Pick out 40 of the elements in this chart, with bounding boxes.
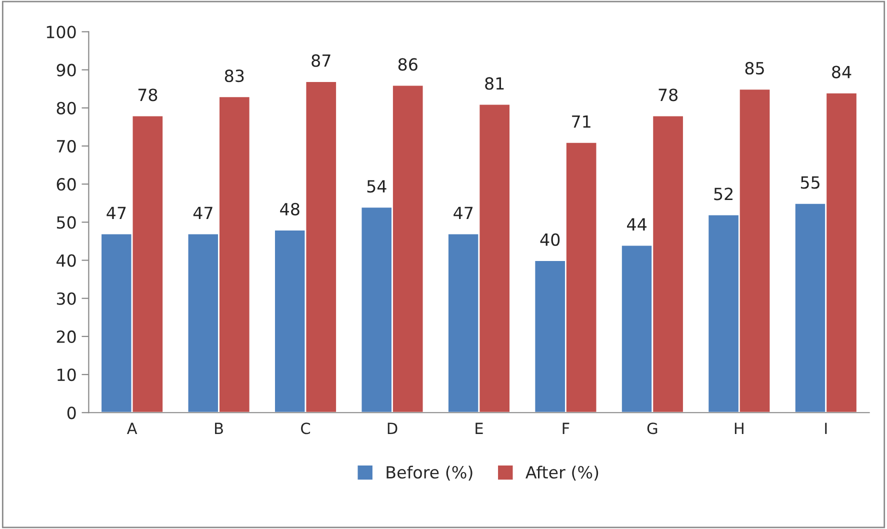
y-tick-label: 20 xyxy=(56,330,76,344)
data-label: 54 xyxy=(367,180,386,193)
y-tick-label: 10 xyxy=(58,368,76,382)
x-tick-label: I xyxy=(825,422,827,434)
data-label: 52 xyxy=(714,188,732,200)
data-label: 47 xyxy=(193,206,212,220)
x-tick-label: A xyxy=(126,422,138,434)
y-tick-label: 0 xyxy=(67,406,76,420)
data-label: 40 xyxy=(540,233,560,246)
data-label: 78 xyxy=(658,88,678,102)
y-tick-label: 50 xyxy=(56,216,76,229)
x-tick-label: C xyxy=(301,422,310,434)
x-tick-label: G xyxy=(647,422,658,434)
data-label: 47 xyxy=(106,206,126,220)
data-label: 81 xyxy=(485,77,504,90)
data-label: 55 xyxy=(800,176,820,189)
y-tick-label: 90 xyxy=(56,64,76,76)
legend-label: After (%) xyxy=(526,466,598,481)
y-tick-label: 60 xyxy=(56,178,76,191)
data-label: 87 xyxy=(312,54,330,67)
legend-label: Before (%) xyxy=(386,466,472,481)
x-tick-label: E xyxy=(476,422,483,434)
data-label: 78 xyxy=(138,88,158,102)
x-tick-label: B xyxy=(215,422,223,434)
data-label: 71 xyxy=(572,115,590,128)
data-label: 85 xyxy=(745,62,764,75)
x-tick-label: F xyxy=(562,422,570,434)
data-label: 84 xyxy=(832,66,852,78)
data-label: 47 xyxy=(454,206,473,220)
x-tick-label: D xyxy=(388,422,398,434)
y-tick-label: 80 xyxy=(56,102,76,114)
y-tick-label: 40 xyxy=(56,254,76,267)
y-tick-label: 30 xyxy=(56,292,76,305)
data-label: 44 xyxy=(627,218,646,230)
data-label: 86 xyxy=(398,58,418,71)
y-tick-label: 100 xyxy=(46,26,76,38)
x-tick-label: H xyxy=(734,422,744,434)
data-label: 83 xyxy=(224,70,244,82)
data-label: 48 xyxy=(280,202,300,216)
y-tick-label: 70 xyxy=(57,140,76,153)
